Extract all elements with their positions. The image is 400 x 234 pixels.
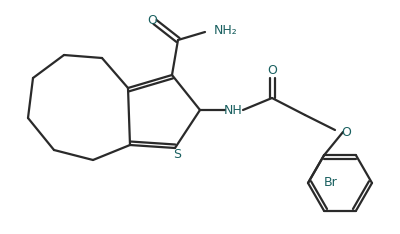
Text: O: O (341, 125, 351, 139)
Text: O: O (267, 65, 277, 77)
Text: Br: Br (324, 176, 338, 190)
Text: NH: NH (224, 103, 242, 117)
Text: NH₂: NH₂ (214, 25, 238, 37)
Text: S: S (173, 149, 181, 161)
Text: O: O (147, 14, 157, 26)
